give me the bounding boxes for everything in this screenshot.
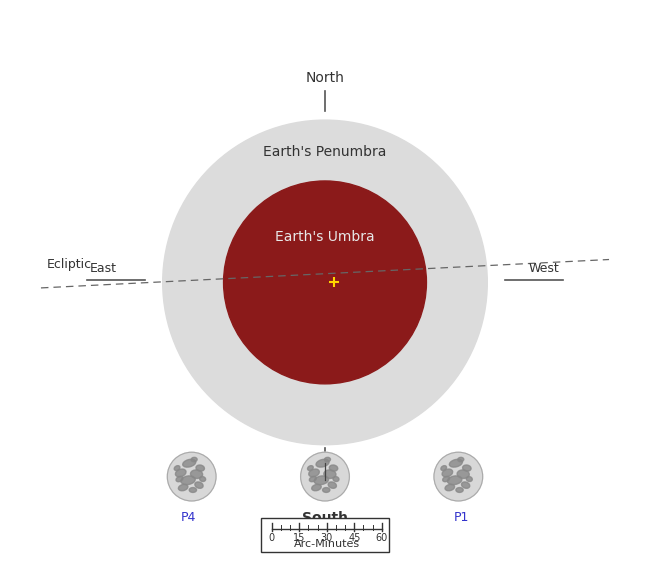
Ellipse shape bbox=[443, 476, 450, 482]
Ellipse shape bbox=[458, 457, 464, 462]
Text: Arc-Minutes: Arc-Minutes bbox=[294, 539, 360, 549]
Ellipse shape bbox=[314, 476, 329, 485]
Ellipse shape bbox=[449, 459, 462, 467]
Ellipse shape bbox=[190, 470, 203, 479]
Text: 45: 45 bbox=[348, 533, 361, 543]
Text: P1: P1 bbox=[454, 512, 469, 524]
Text: 60: 60 bbox=[376, 533, 388, 543]
Ellipse shape bbox=[330, 465, 338, 471]
Ellipse shape bbox=[324, 470, 336, 479]
Circle shape bbox=[162, 120, 488, 445]
Ellipse shape bbox=[462, 482, 470, 488]
Text: 0: 0 bbox=[268, 533, 275, 543]
Ellipse shape bbox=[178, 485, 188, 491]
Ellipse shape bbox=[316, 459, 329, 467]
Text: Earth's Penumbra: Earth's Penumbra bbox=[263, 145, 387, 159]
Ellipse shape bbox=[312, 485, 321, 491]
Ellipse shape bbox=[191, 457, 197, 462]
Ellipse shape bbox=[466, 476, 473, 482]
Ellipse shape bbox=[189, 487, 196, 492]
Ellipse shape bbox=[328, 482, 337, 488]
Ellipse shape bbox=[457, 470, 469, 479]
Ellipse shape bbox=[196, 465, 205, 471]
Text: North: North bbox=[306, 71, 345, 85]
Circle shape bbox=[301, 452, 349, 501]
Ellipse shape bbox=[309, 469, 319, 477]
Ellipse shape bbox=[463, 465, 471, 471]
Text: Ecliptic: Ecliptic bbox=[47, 258, 92, 270]
Ellipse shape bbox=[333, 476, 339, 482]
Bar bbox=[261, 519, 389, 552]
Ellipse shape bbox=[309, 476, 317, 482]
Ellipse shape bbox=[176, 476, 183, 482]
Ellipse shape bbox=[456, 487, 463, 492]
Ellipse shape bbox=[181, 476, 195, 485]
Text: East: East bbox=[90, 262, 117, 275]
Ellipse shape bbox=[195, 482, 203, 488]
Circle shape bbox=[167, 452, 216, 501]
Ellipse shape bbox=[442, 469, 452, 477]
Text: 15: 15 bbox=[293, 533, 306, 543]
Ellipse shape bbox=[174, 466, 180, 470]
Text: 30: 30 bbox=[320, 533, 333, 543]
Ellipse shape bbox=[445, 485, 454, 491]
Ellipse shape bbox=[200, 476, 205, 482]
Ellipse shape bbox=[307, 466, 313, 470]
Text: P4: P4 bbox=[181, 512, 196, 524]
Circle shape bbox=[434, 452, 483, 501]
Text: South: South bbox=[302, 512, 348, 525]
Circle shape bbox=[224, 181, 426, 384]
Ellipse shape bbox=[447, 476, 462, 485]
Ellipse shape bbox=[176, 469, 186, 477]
Ellipse shape bbox=[322, 487, 330, 492]
Ellipse shape bbox=[441, 466, 447, 470]
Text: West: West bbox=[529, 262, 560, 275]
Ellipse shape bbox=[183, 459, 196, 467]
Ellipse shape bbox=[324, 457, 330, 462]
Text: Earth's Umbra: Earth's Umbra bbox=[275, 230, 375, 244]
